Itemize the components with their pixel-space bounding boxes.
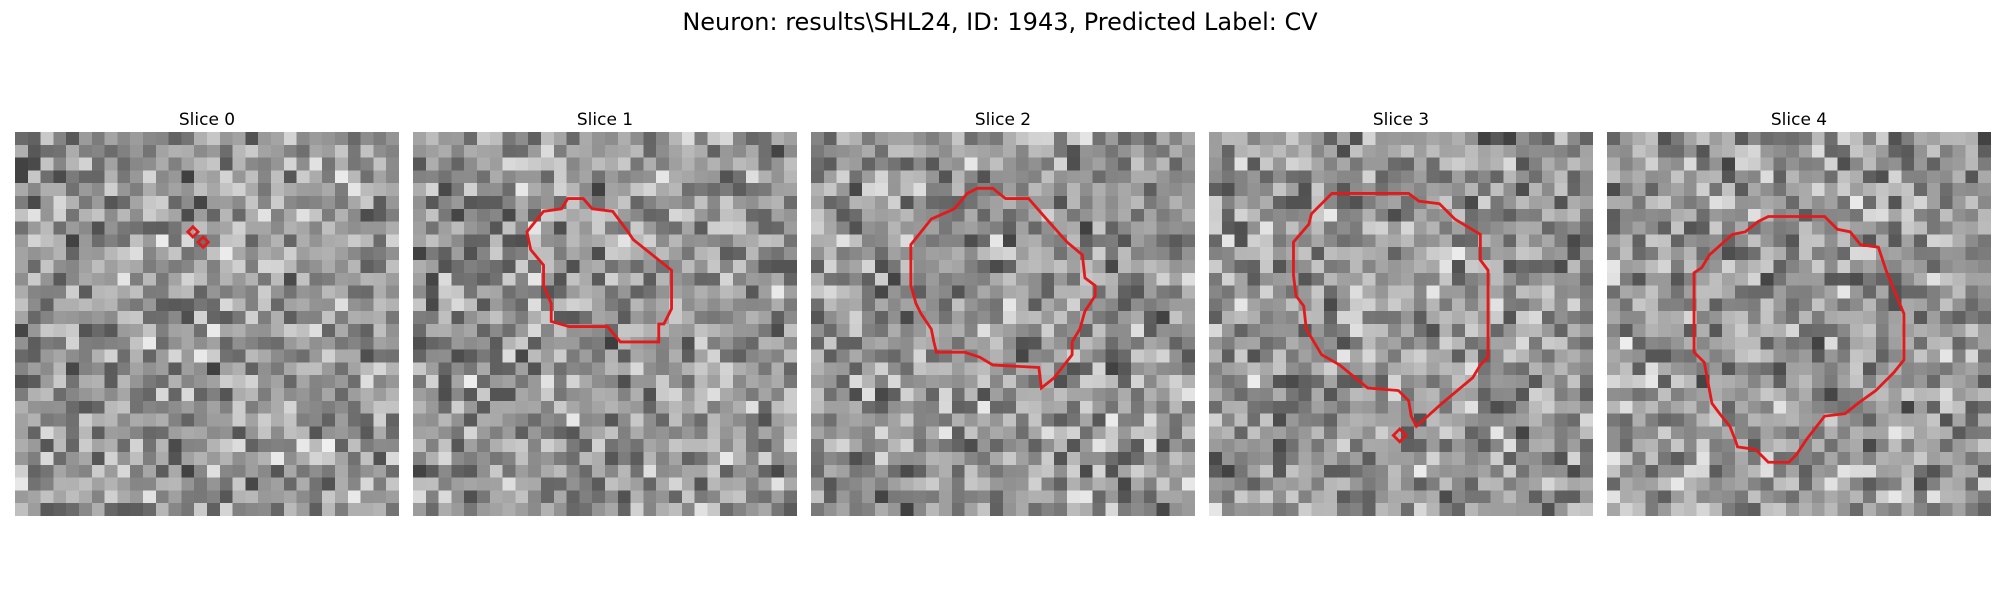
slice-panel-1: Slice 1: [413, 108, 797, 516]
figure-title: Neuron: results\SHL24, ID: 1943, Predict…: [682, 8, 1318, 36]
slice-image: [15, 132, 399, 516]
slice-image: [1209, 132, 1593, 516]
segmentation-contour: [525, 197, 673, 344]
segmentation-contour: [185, 224, 211, 250]
slice-image: [1607, 132, 1991, 516]
slice-panel-2: Slice 2: [811, 108, 1195, 516]
slice-panel-4: Slice 4: [1607, 108, 1991, 516]
slice-title: Slice 2: [974, 110, 1032, 130]
slice-image: [811, 132, 1195, 516]
slice-panel-3: Slice 3: [1209, 108, 1593, 516]
segmentation-contour: [909, 186, 1097, 391]
slice-title: Slice 0: [178, 110, 236, 130]
slice-panel-0: Slice 0: [15, 108, 399, 516]
slice-image: [413, 132, 797, 516]
segmentation-contour: [1292, 192, 1490, 444]
slice-title: Slice 4: [1770, 110, 1828, 130]
segmentation-contour: [1692, 215, 1906, 464]
slice-title: Slice 3: [1372, 110, 1430, 130]
slice-title: Slice 1: [576, 110, 634, 130]
